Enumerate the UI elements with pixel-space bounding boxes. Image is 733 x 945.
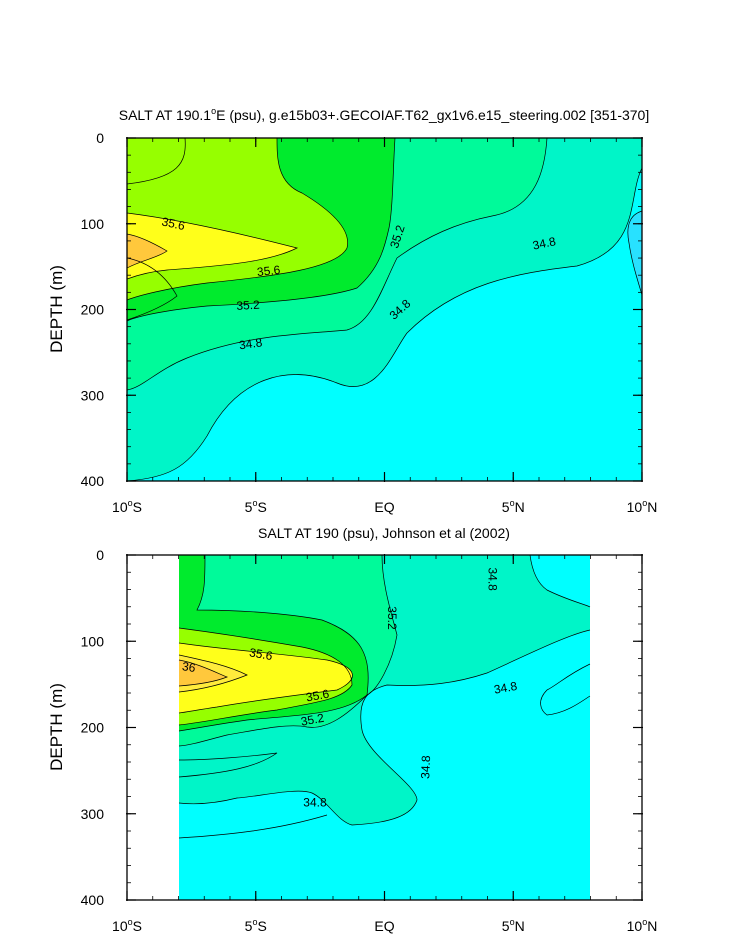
- band-35-6-35-8: [127, 213, 297, 279]
- y-tick-label: 100: [81, 216, 105, 232]
- x-tick-label: 5oS: [245, 498, 267, 515]
- contour-label: 34.8: [303, 796, 327, 810]
- contour-label: 35.6: [248, 645, 274, 663]
- contour-label: 35.6: [160, 214, 186, 233]
- y-tick-label: 300: [81, 806, 105, 822]
- contour-label: 35.2: [385, 606, 399, 630]
- band-35-8-36-0: [127, 234, 167, 268]
- y-tick-label: 400: [81, 892, 105, 908]
- panel-2-y-axis-label: DEPTH (m): [47, 683, 66, 771]
- contour-label: 35.2: [300, 711, 326, 729]
- y-tick-label: 0: [96, 547, 104, 563]
- y-tick-label: 200: [81, 302, 105, 318]
- panel-1-y-axis-label: DEPTH (m): [47, 265, 66, 353]
- panel-1-filled-contours: [127, 138, 642, 481]
- y-tick-label: 100: [81, 633, 105, 649]
- contour-label: 34.8: [238, 335, 263, 352]
- x-tick-label: 5oN: [502, 498, 525, 515]
- panel-2-contour-lines: [178, 554, 591, 839]
- contour-label: 36: [181, 659, 196, 675]
- contour-label: 34.8: [531, 234, 557, 253]
- contour-label: 34.8: [418, 755, 433, 779]
- band-35-6-35-8: [179, 643, 353, 713]
- y-tick-label: 200: [81, 720, 105, 736]
- panel-1-contour-lines: [126, 137, 643, 482]
- x-tick-label: 5oS: [245, 917, 267, 934]
- panel-1: SALT AT 190.1oE (psu), g.e15b03+.GECOIAF…: [47, 106, 657, 515]
- x-tick-label: EQ: [374, 499, 394, 515]
- panel-1-title: SALT AT 190.1oE (psu), g.e15b03+.GECOIAF…: [119, 106, 650, 123]
- contour-label: 34.8: [486, 567, 500, 591]
- x-tick-label: 5oN: [502, 917, 525, 934]
- y-tick-label: 300: [81, 387, 105, 403]
- x-tick-label: 10oN: [627, 917, 658, 934]
- x-tick-label: EQ: [374, 918, 394, 934]
- panel-2-title: SALT AT 190 (psu), Johnson et al (2002): [258, 525, 510, 541]
- band-north-patch: [540, 664, 590, 715]
- panel-1-axes: 10oS 5oS EQ 5oN 10oN 0 100 200 300 400: [81, 130, 658, 515]
- contour-label: 35.2: [236, 298, 260, 313]
- x-tick-label: 10oS: [112, 917, 142, 934]
- contour-label: 35.6: [256, 263, 281, 279]
- y-tick-label: 400: [81, 473, 105, 489]
- y-tick-label: 0: [96, 130, 104, 146]
- panel-2-contour-labels: 36 35.6 35.6 35.2 35.2 34.8 34.8 34.8 34.8: [181, 567, 518, 809]
- x-tick-label: 10oS: [112, 498, 142, 515]
- band-ge-36-0: [179, 660, 227, 686]
- band-deep-patch: [627, 211, 642, 295]
- panel-2-axes: 10oS 5oS EQ 5oN 10oN 0 100 200 300 400: [81, 547, 658, 934]
- panel-2: SALT AT 190 (psu), Johnson et al (2002): [47, 525, 657, 934]
- contour-label: 34.8: [493, 679, 519, 697]
- contour-label: 35.2: [387, 223, 408, 250]
- x-tick-label: 10oN: [627, 498, 658, 515]
- contour-label: 35.6: [305, 687, 331, 705]
- panel-2-filled-contours: [179, 555, 590, 900]
